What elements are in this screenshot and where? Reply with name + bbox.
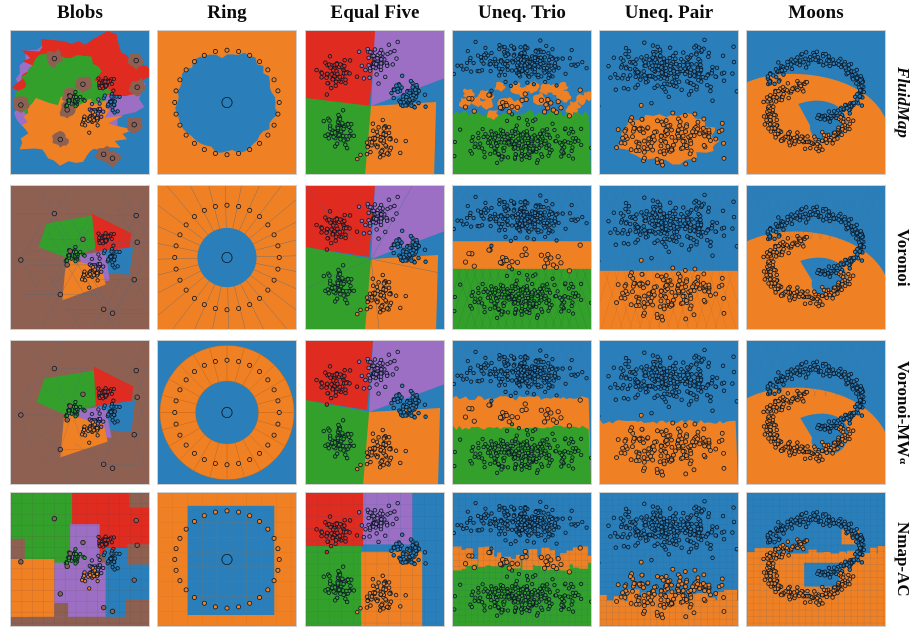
row-label-voronoi: Voronoi bbox=[888, 185, 918, 330]
panel-svg bbox=[600, 493, 738, 626]
region-layer bbox=[306, 493, 444, 626]
panel-svg bbox=[600, 186, 738, 329]
panel-voronoi-ring bbox=[157, 185, 297, 330]
panel-svg bbox=[306, 31, 444, 174]
region-layer bbox=[306, 341, 444, 484]
region-layer bbox=[600, 186, 738, 329]
point-layer bbox=[18, 55, 140, 161]
point-layer bbox=[18, 365, 140, 471]
point-layer bbox=[314, 194, 428, 317]
panel-svg bbox=[600, 341, 738, 484]
panel-svg bbox=[453, 341, 591, 484]
panel-svg bbox=[11, 186, 149, 329]
panel-voronoi-mw-uneq-pair bbox=[599, 340, 739, 485]
panel-svg bbox=[600, 31, 738, 174]
point-layer bbox=[172, 202, 282, 313]
region-layer bbox=[11, 341, 149, 484]
point-layer bbox=[453, 38, 591, 165]
region-layer bbox=[11, 493, 149, 626]
panel-svg bbox=[453, 186, 591, 329]
panel-nmap-ac-moons bbox=[746, 492, 886, 627]
panel-fluidmap-moons bbox=[746, 30, 886, 175]
point-layer bbox=[453, 348, 591, 475]
panel-svg bbox=[453, 31, 591, 174]
column-header-blobs: Blobs bbox=[57, 2, 103, 23]
panel-svg bbox=[158, 341, 296, 484]
panel-voronoi-mw-uneq-trio bbox=[452, 340, 592, 485]
row-label-nmap-ac: Nmap-AC bbox=[888, 492, 918, 627]
point-layer bbox=[761, 510, 866, 607]
point-layer bbox=[453, 193, 591, 320]
panel-nmap-ac-uneq-trio bbox=[452, 492, 592, 627]
panel-svg bbox=[11, 493, 149, 626]
panel-nmap-ac-ring bbox=[157, 492, 297, 627]
panel-voronoi-mw-ring bbox=[157, 340, 297, 485]
point-layer bbox=[600, 499, 738, 621]
panel-svg bbox=[747, 186, 885, 329]
column-header-ring: Ring bbox=[207, 2, 247, 23]
panel-nmap-ac-equal-five bbox=[305, 492, 445, 627]
panel-svg bbox=[11, 31, 149, 174]
panel-svg bbox=[306, 341, 444, 484]
panel-fluidmap-ring bbox=[157, 30, 297, 175]
point-layer bbox=[453, 499, 591, 618]
panel-svg bbox=[747, 31, 885, 174]
panel-voronoi-mw-moons bbox=[746, 340, 886, 485]
panel-svg bbox=[306, 493, 444, 626]
panel-voronoi-equal-five bbox=[305, 185, 445, 330]
row-label-fluidmap-text: FluidMap bbox=[894, 67, 913, 138]
panel-svg bbox=[306, 186, 444, 329]
panel-voronoi-uneq-trio bbox=[452, 185, 592, 330]
point-layer bbox=[172, 508, 282, 611]
point-layer bbox=[600, 192, 738, 323]
row-label-voronoi-mw-text: Voronoi-MW bbox=[894, 361, 913, 458]
region-layer bbox=[306, 186, 444, 329]
region-layer bbox=[747, 493, 885, 626]
panel-fluidmap-uneq-trio bbox=[452, 30, 592, 175]
column-header-uneq-pair: Uneq. Pair bbox=[624, 2, 714, 23]
row-label-fluidmap: FluidMap bbox=[888, 30, 918, 175]
column-header-equal-five: Equal Five bbox=[330, 2, 420, 23]
panel-svg bbox=[747, 341, 885, 484]
point-layer bbox=[761, 49, 866, 154]
point-layer bbox=[761, 204, 866, 309]
point-layer bbox=[18, 515, 140, 615]
panel-fluidmap-equal-five bbox=[305, 30, 445, 175]
row-label-voronoi-text: Voronoi bbox=[894, 228, 913, 287]
point-layer bbox=[314, 39, 428, 162]
panel-svg bbox=[747, 493, 885, 626]
column-header-moons: Moons bbox=[788, 2, 844, 23]
point-layer bbox=[314, 349, 428, 472]
row-label-voronoi-mw: Voronoi-MW α bbox=[888, 340, 918, 485]
panel-fluidmap-blobs bbox=[10, 30, 150, 175]
panel-svg bbox=[453, 493, 591, 626]
point-layer bbox=[172, 47, 282, 158]
region-layer bbox=[11, 186, 149, 329]
panel-svg bbox=[11, 341, 149, 484]
point-layer bbox=[314, 501, 428, 615]
panel-svg bbox=[158, 31, 296, 174]
column-header-uneq-trio: Uneq. Trio bbox=[478, 2, 566, 23]
panel-svg bbox=[158, 186, 296, 329]
region-layer bbox=[306, 31, 444, 174]
panel-svg bbox=[158, 493, 296, 626]
point-layer bbox=[18, 210, 140, 316]
panel-voronoi-mw-equal-five bbox=[305, 340, 445, 485]
panel-nmap-ac-blobs bbox=[10, 492, 150, 627]
point-layer bbox=[761, 359, 866, 464]
panel-fluidmap-uneq-pair bbox=[599, 30, 739, 175]
panel-voronoi-mw-blobs bbox=[10, 340, 150, 485]
panel-nmap-ac-uneq-pair bbox=[599, 492, 739, 627]
point-layer bbox=[600, 37, 738, 168]
panel-voronoi-uneq-pair bbox=[599, 185, 739, 330]
row-label-nmap-ac-text: Nmap-AC bbox=[894, 522, 913, 597]
panel-voronoi-moons bbox=[746, 185, 886, 330]
row-label-voronoi-mw-superscript: α bbox=[897, 457, 909, 464]
point-layer bbox=[600, 347, 738, 478]
region-layer bbox=[11, 31, 149, 174]
panel-voronoi-blobs bbox=[10, 185, 150, 330]
point-layer bbox=[172, 357, 282, 468]
